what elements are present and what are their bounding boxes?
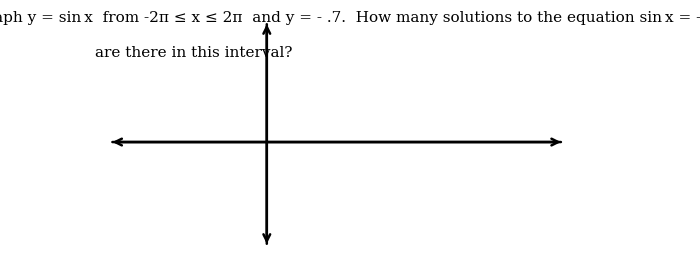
- Text: graph y = sin x  from -2π ≤ x ≤ 2π  and y = - .7.  How many solutions to the equ: graph y = sin x from -2π ≤ x ≤ 2π and y …: [0, 11, 700, 25]
- Text: are there in this interval?: are there in this interval?: [94, 46, 292, 59]
